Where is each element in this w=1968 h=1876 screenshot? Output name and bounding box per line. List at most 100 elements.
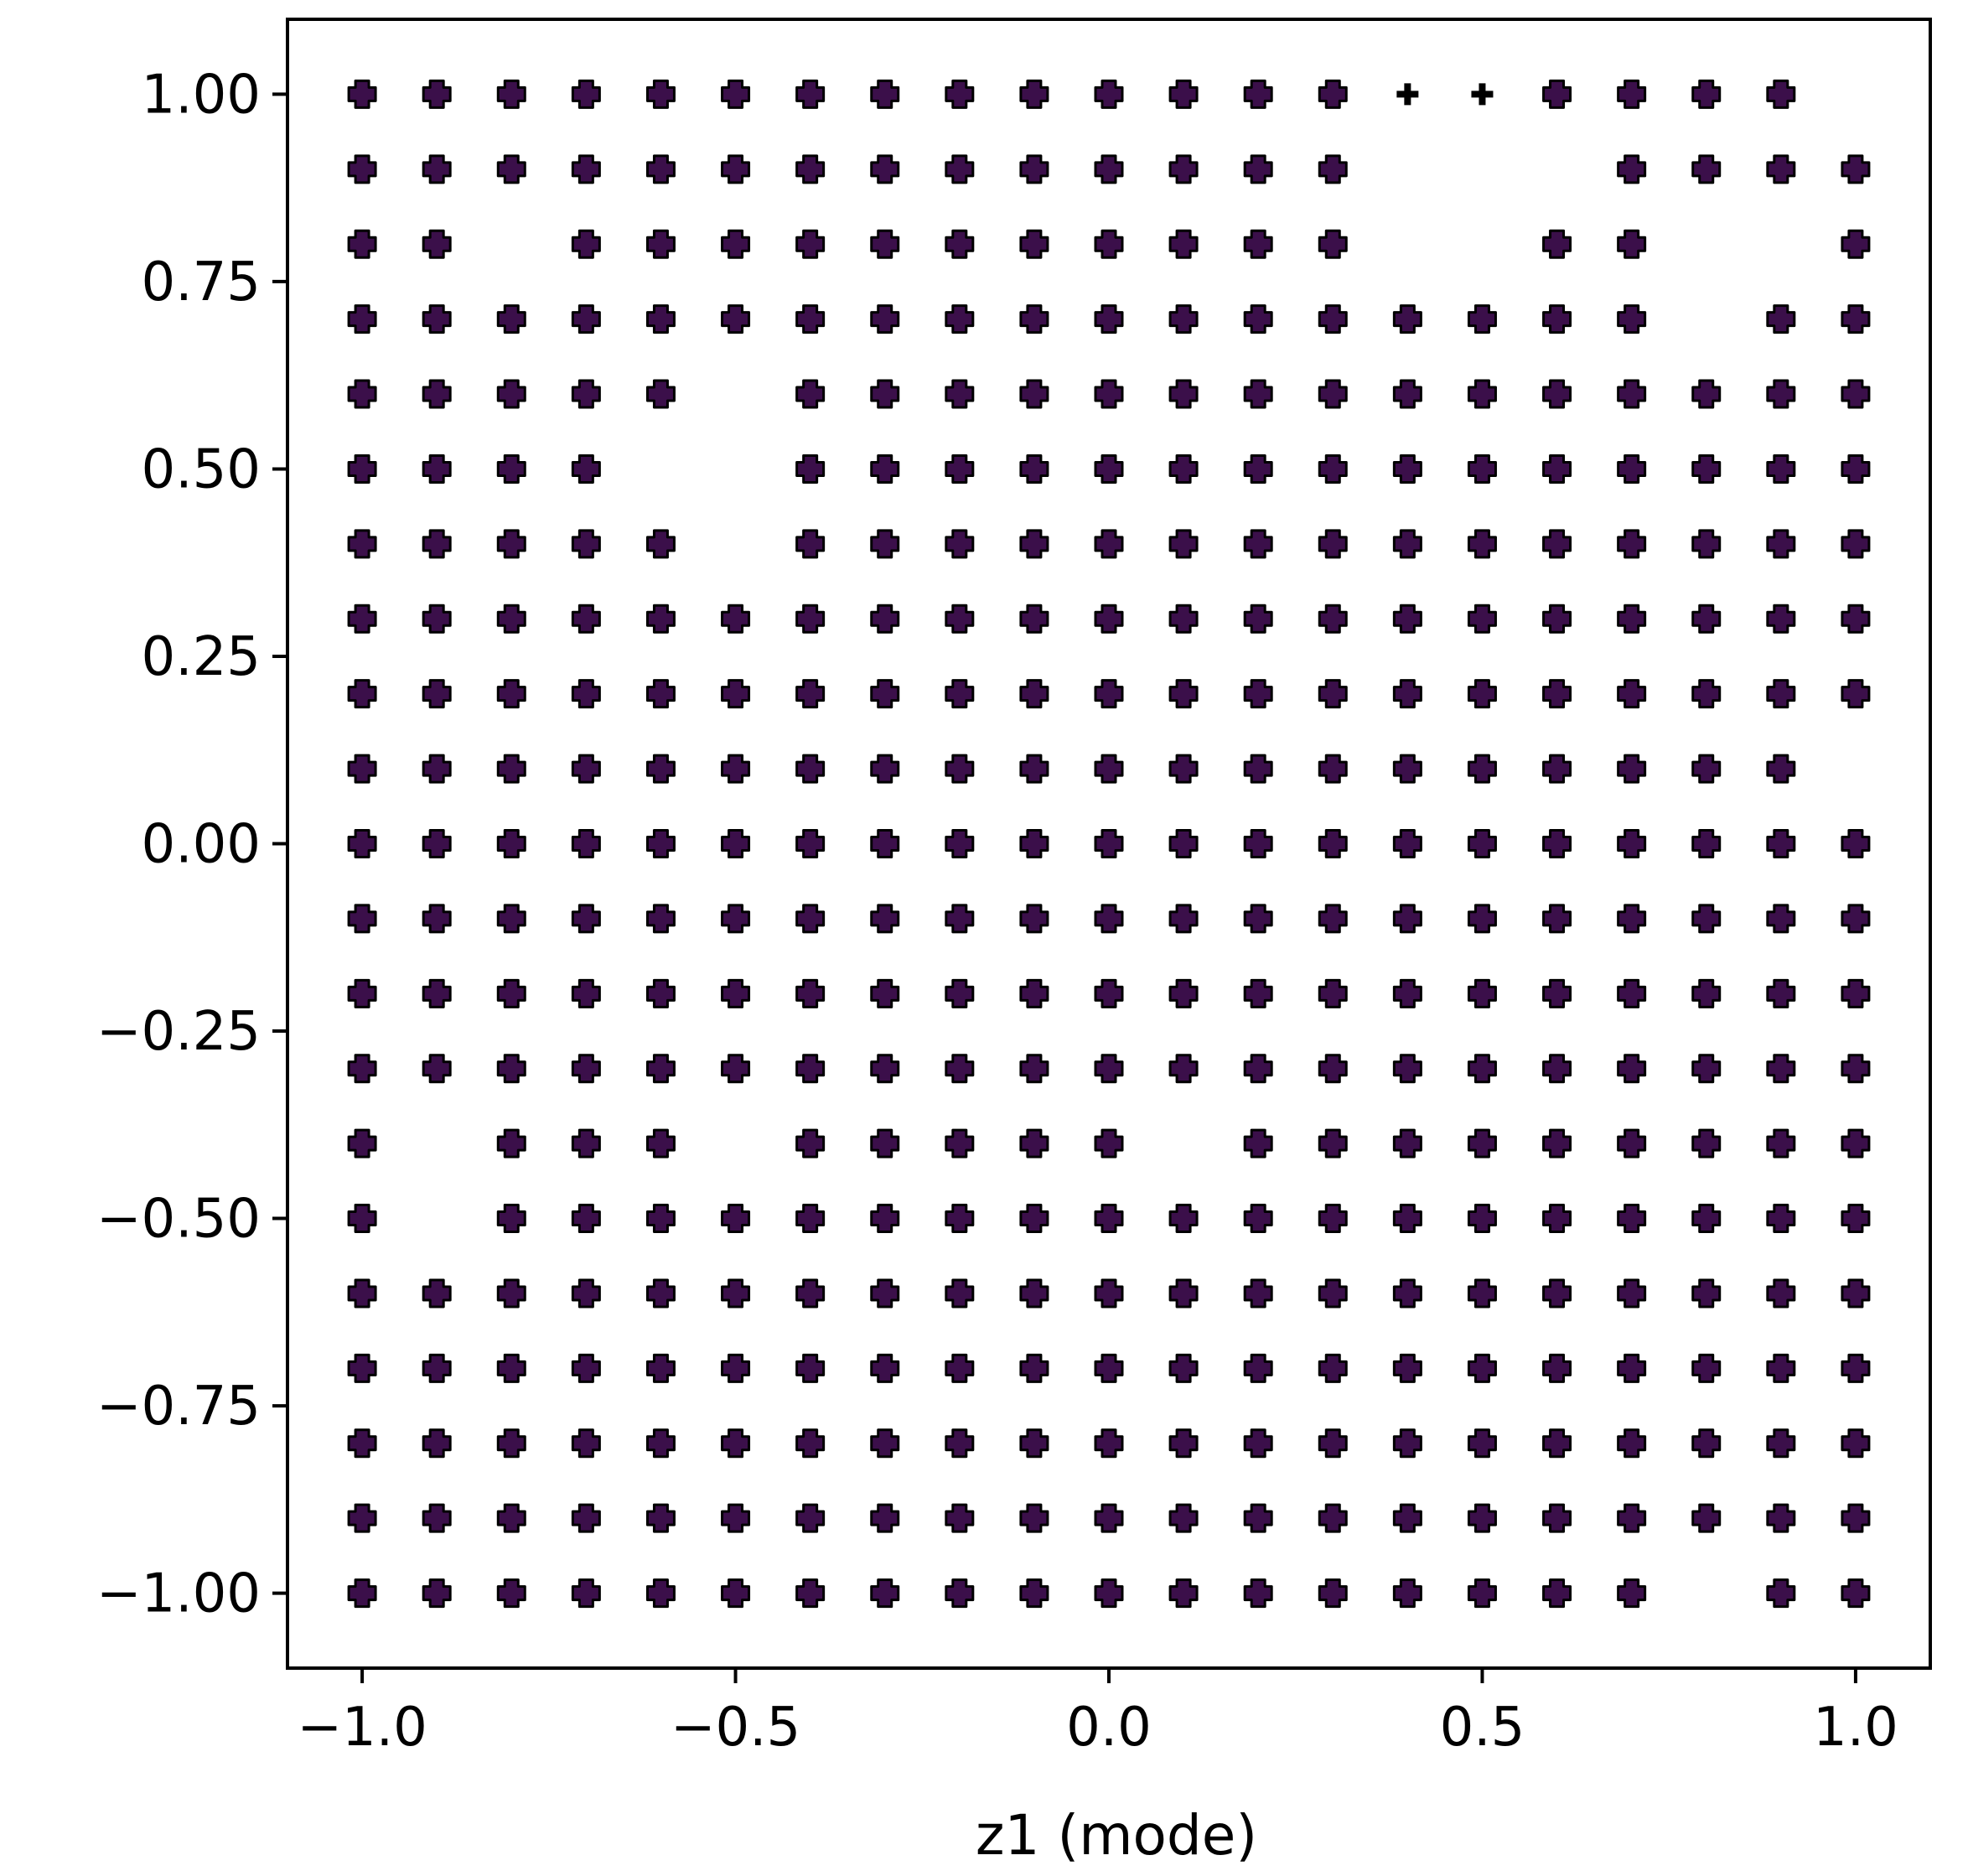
data-point [1168,1428,1199,1459]
data-point [496,1054,526,1084]
data-point [945,829,975,858]
data-point [347,1204,377,1234]
data-point [1243,1204,1273,1234]
data-point [1392,754,1422,784]
data-point [795,1503,826,1533]
data-point [571,453,601,484]
data-point [1094,1128,1124,1158]
data-point [571,1128,601,1158]
data-point [1094,1054,1124,1084]
data-point [1841,1428,1871,1459]
data-point [422,79,452,109]
data-point [347,154,377,184]
data-point [1766,978,1796,1008]
data-point [721,1278,751,1309]
data-point [795,529,826,559]
data-point [1766,1503,1796,1533]
data-point [422,529,452,559]
data-point [1019,229,1049,259]
data-point [645,229,676,259]
data-point [1094,904,1124,934]
data-point [721,904,751,934]
data-point [1691,829,1722,858]
data-point [721,754,751,784]
data-point [1168,229,1199,259]
data-point [571,679,601,709]
data-point [645,978,676,1008]
data-point [496,453,526,484]
data-point [1168,1054,1199,1084]
data-point [1617,1278,1647,1309]
data-point [1392,1128,1422,1158]
data-point [1019,1578,1049,1609]
data-point [1243,754,1273,784]
data-point [1243,154,1273,184]
data-point [945,453,975,484]
data-point [347,304,377,334]
data-point [1766,679,1796,709]
data-point [945,1503,975,1533]
data-point [945,154,975,184]
data-point [347,229,377,259]
data-point [795,1128,826,1158]
data-point [1019,978,1049,1008]
data-point [1467,904,1497,934]
data-point [1841,679,1871,709]
data-point [1168,754,1199,784]
data-point [1094,1503,1124,1533]
data-point [795,154,826,184]
data-point [870,379,900,409]
data-point [1841,1503,1871,1533]
data-point [1243,304,1273,334]
data-point [1168,453,1199,484]
data-point [571,754,601,784]
data-point [496,1428,526,1459]
data-point [1243,829,1273,858]
data-point [1766,754,1796,784]
data-point [1542,1578,1572,1609]
data-point [496,1578,526,1609]
data-point [422,829,452,858]
data-point [1467,379,1497,409]
data-point [1392,529,1422,559]
data-point [945,754,975,784]
data-point [645,679,676,709]
data-point [1542,1503,1572,1533]
data-point [1392,904,1422,934]
data-point [1542,1353,1572,1383]
data-point [1094,829,1124,858]
data-point [1318,978,1348,1008]
data-point [1168,978,1199,1008]
data-point [945,1428,975,1459]
data-point [1243,1054,1273,1084]
data-point [571,229,601,259]
data-point [870,453,900,484]
data-point [945,1054,975,1084]
data-point [1019,1204,1049,1234]
data-point [1691,529,1722,559]
data-point [1318,1278,1348,1309]
data-point [1467,1503,1497,1533]
data-point [645,1128,676,1158]
data-point [347,1578,377,1609]
data-point [1617,604,1647,634]
data-point [347,79,377,109]
data-point [347,754,377,784]
data-point [870,829,900,858]
data-point [1841,1054,1871,1084]
data-point [496,1204,526,1234]
data-point [496,829,526,858]
data-point [1766,304,1796,334]
data-point [496,679,526,709]
data-point [1766,1428,1796,1459]
data-point [1094,1353,1124,1383]
data-point [1617,1428,1647,1459]
data-point [1467,1278,1497,1309]
data-point [1841,1578,1871,1609]
data-point [1318,304,1348,334]
data-point [1617,529,1647,559]
data-point [1467,1578,1497,1609]
data-point [645,1578,676,1609]
data-point [870,154,900,184]
